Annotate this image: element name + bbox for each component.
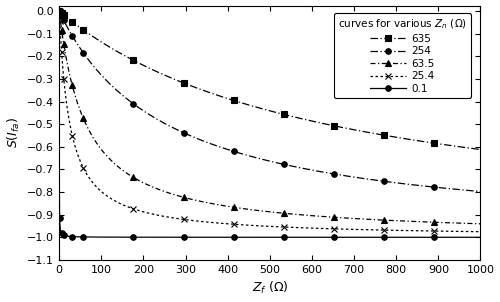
63.5 <box>385 219 391 222</box>
Legend: 635, 254, 63.5, 25.4, 0.1: 635, 254, 63.5, 25.4, 0.1 <box>334 13 471 98</box>
635 <box>478 148 484 151</box>
254 <box>478 190 484 193</box>
635 <box>58 11 64 14</box>
25.4 <box>273 225 279 229</box>
0.1 <box>170 236 175 239</box>
0.1 <box>58 228 64 232</box>
25.4 <box>385 228 391 232</box>
63.5 <box>58 20 64 24</box>
25.4 <box>222 222 228 226</box>
254 <box>273 161 279 164</box>
0.1 <box>56 9 62 13</box>
63.5 <box>186 197 192 201</box>
25.4 <box>478 230 484 233</box>
635 <box>222 96 228 100</box>
254 <box>56 9 62 13</box>
0.1 <box>478 236 484 239</box>
0.1 <box>385 236 391 239</box>
25.4 <box>170 216 175 220</box>
0.1 <box>222 236 228 239</box>
Line: 635: 635 <box>56 8 483 152</box>
25.4 <box>186 218 192 222</box>
25.4 <box>56 9 62 13</box>
Line: 63.5: 63.5 <box>56 8 484 227</box>
254 <box>170 126 175 129</box>
Line: 25.4: 25.4 <box>56 8 484 235</box>
254 <box>385 180 391 184</box>
Line: 0.1: 0.1 <box>56 8 483 240</box>
635 <box>273 111 279 114</box>
254 <box>186 133 192 137</box>
0.1 <box>273 236 279 239</box>
0.1 <box>186 236 192 239</box>
635 <box>186 83 192 87</box>
63.5 <box>56 9 62 13</box>
63.5 <box>222 204 228 208</box>
635 <box>56 9 62 13</box>
Y-axis label: $S(I_{fa})$: $S(I_{fa})$ <box>6 117 22 148</box>
63.5 <box>170 192 175 196</box>
X-axis label: $Z_f\ (\Omega)$: $Z_f\ (\Omega)$ <box>252 280 288 297</box>
63.5 <box>478 222 484 226</box>
254 <box>222 147 228 151</box>
635 <box>170 77 175 80</box>
63.5 <box>273 211 279 214</box>
254 <box>58 12 64 16</box>
25.4 <box>58 34 64 37</box>
635 <box>385 134 391 138</box>
Line: 254: 254 <box>56 8 483 194</box>
